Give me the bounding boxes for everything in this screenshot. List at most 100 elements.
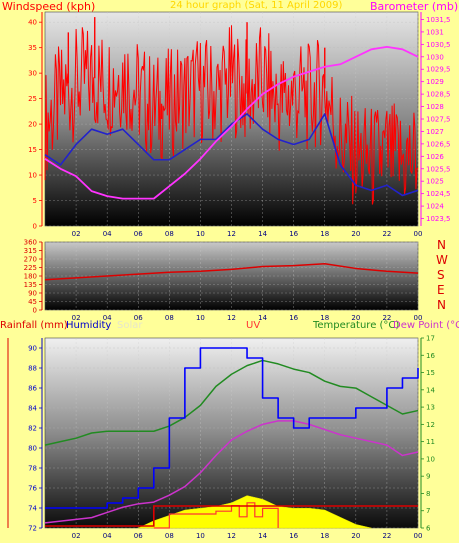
barometer-series-line [44,45,419,200]
panel-3-left-tick: 72 [28,525,37,533]
panel-1-x-tick: 18 [320,230,329,238]
panel-1-left-tick: 15 [28,146,37,154]
wind-direction-series-line [44,262,419,281]
panel-3-x-tick: 14 [258,532,267,540]
panel-1-x-tick: 00 [414,230,423,238]
panel-1-right-tick: 1030 [426,53,444,61]
panel-1-right-tick: 1026,5 [426,140,451,148]
panel-1-right-tick: 1025 [426,178,444,186]
rainfall-series-line [45,505,418,527]
panel-1-right-tick: 1025,5 [426,165,451,173]
panel-3-right-tick: 14 [426,386,435,394]
panel-1-right-tick: 1024 [426,203,444,211]
panel-3-x-tick: 12 [227,532,236,540]
panel-1-x-tick: 12 [227,230,236,238]
panel-3-left-tick: 86 [28,385,37,393]
panel-2-x-tick: 20 [351,314,360,322]
panel-3-left-tick: 78 [28,465,37,473]
panel-1-right-tick: 1031,5 [426,16,451,24]
panel-1-left-tick: 5 [33,197,37,205]
panel-3-right-tick: 6 [426,525,431,533]
panel-3-x-tick: 20 [351,532,360,540]
panel-1-x-tick: 22 [382,230,391,238]
rainfall-label: Rainfall (mm) [0,320,68,331]
panel-3-x-tick: 00 [414,532,423,540]
panel-1-right-tick: 1028 [426,103,444,111]
panel-1-left-tick: 0 [33,223,37,231]
panel-3-x-tick: 16 [289,532,298,540]
panel-1-right-tick: 1028,5 [426,91,451,99]
chart-title: 24 hour graph (Sat, 11 April 2009) [170,0,343,11]
panel-3-right-tick: 17 [426,335,435,343]
wind-dir-label-n2: N [437,298,446,312]
panel-1-right-tick: 1023,5 [426,215,451,223]
panel-1-x-tick: 14 [258,230,267,238]
panel-3-right-tick: 10 [426,455,435,463]
panel-2-x-tick: 08 [165,314,174,322]
panel-1-left-tick: 40 [28,19,37,27]
panel-3-left-tick: 88 [28,365,37,373]
panel-2-left-tick: 315 [24,247,37,255]
panel-3-right-tick: 8 [426,490,430,498]
panel-1-left-tick: 10 [28,172,37,180]
panel-3-x-tick: 08 [165,532,174,540]
barometer-axis-label: Barometer (mb) [370,0,459,13]
panel-1-x-tick: 08 [165,230,174,238]
panel-2-x-tick: 06 [134,314,143,322]
panel-2-x-tick: 16 [289,314,298,322]
panel-2-x-tick: 12 [227,314,236,322]
panel-1-left-tick: 35 [28,44,37,52]
panel-1-right-tick: 1031 [426,28,444,36]
panel-2-x-tick: 10 [196,314,205,322]
wind-dir-label-s: S [437,268,445,282]
panel-3-right-tick: 12 [426,421,435,429]
panel-1-right-tick: 1024,5 [426,190,451,198]
panel-1-x-tick: 10 [196,230,205,238]
panel-2-left-tick: 45 [28,298,37,306]
panel-3-left-tick: 82 [28,425,37,433]
panel-2-left-tick: 270 [24,256,37,264]
panel-3-right-tick: 13 [426,404,435,412]
panel-1-x-tick: 04 [103,230,112,238]
panel-1-right-tick: 1029 [426,78,444,86]
panel-2-left-tick: 0 [33,307,37,315]
panel-1-left-tick: 25 [28,95,37,103]
panel-3-x-tick: 04 [103,532,112,540]
panel-3-left-tick: 90 [28,345,37,353]
panel-3-right-tick: 15 [426,369,435,377]
panel-2-x-tick: 14 [258,314,267,322]
panel-1-right-tick: 1027 [426,128,444,136]
dew-point-label: Dew Point (°C) [393,320,459,331]
uv-label: UV [246,320,261,331]
panel-1-x-tick: 20 [351,230,360,238]
panel-2-left-tick: 225 [24,264,37,272]
panel-2-x-tick: 18 [320,314,329,322]
panel-3-left-tick: 84 [28,405,37,413]
panel-2-x-tick: 02 [72,314,81,322]
panel-1-right-tick: 1026 [426,153,444,161]
windspeed-axis-label: Windspeed (kph) [2,0,96,13]
panel-2-x-tick: 22 [382,314,391,322]
panel-2-left-tick: 90 [28,290,37,298]
panel-1-right-tick: 1029,5 [426,66,451,74]
humidity-label: Humidity [66,320,112,331]
panel-3-left-tick: 74 [28,505,37,513]
wind-dir-label-e: E [437,283,445,297]
wind-dir-label-w: W [436,253,448,267]
panel-3-x-tick: 22 [382,532,391,540]
panel-1-left-tick: 30 [28,70,37,78]
panel-3-right-tick: 11 [426,438,435,446]
temperature-series-line [44,359,419,446]
panel-3-right-tick: 16 [426,352,435,360]
panel-2-x-tick: 04 [103,314,112,322]
humidity-series-line [45,347,419,509]
solar-label: Solar [117,320,143,331]
panel-3-x-tick: 18 [320,532,329,540]
panel-3-right-tick: 9 [426,473,430,481]
panel-2-x-tick: 00 [414,314,423,322]
panel-2-left-tick: 180 [24,273,37,281]
uv-series-line [153,502,279,529]
panel-2-left-tick: 135 [24,281,37,289]
panel-3-x-tick: 02 [72,532,81,540]
